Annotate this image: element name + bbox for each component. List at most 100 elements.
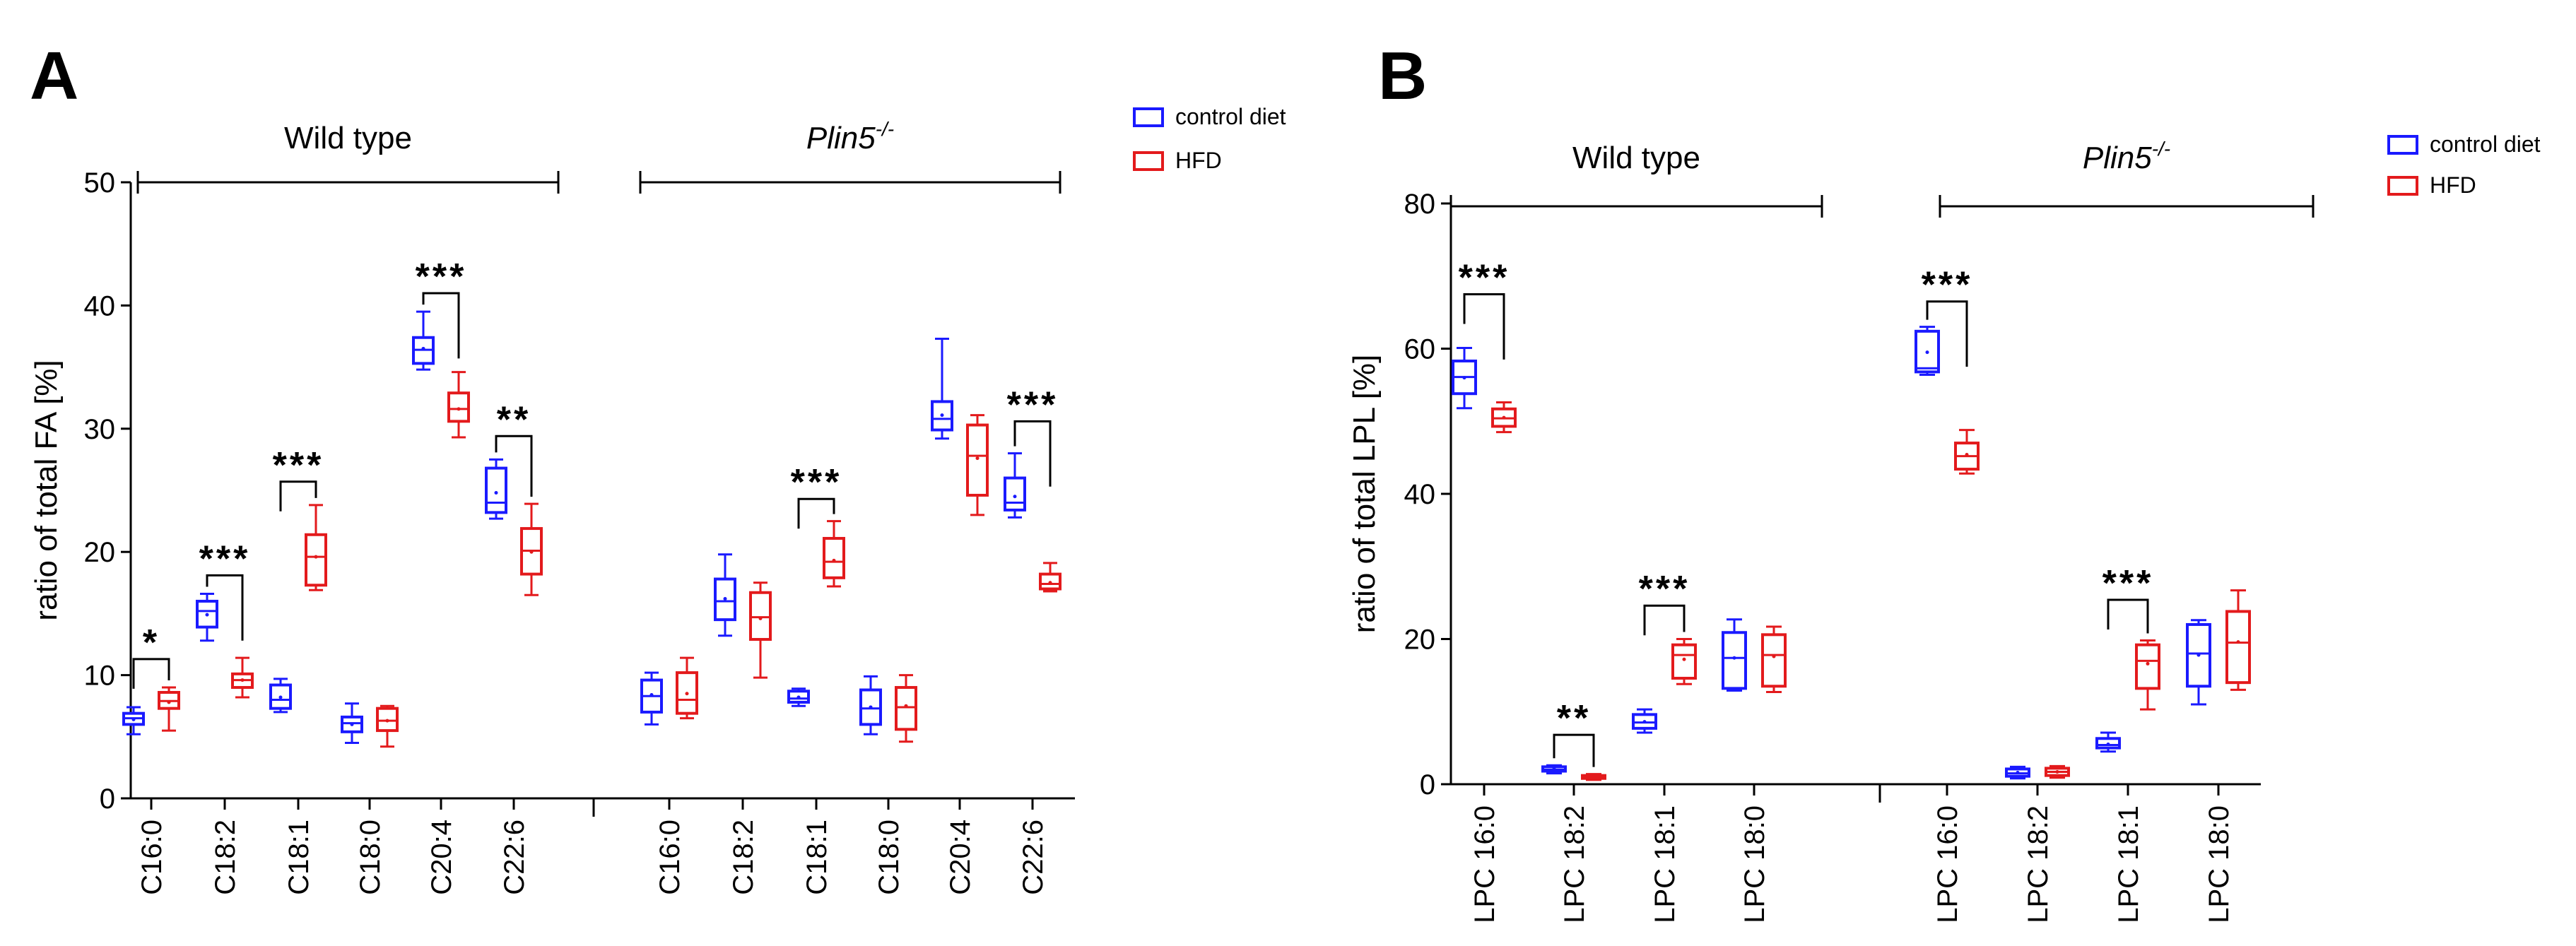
panel-a-hfd-box-mean xyxy=(385,719,389,723)
panel-a-control-box xyxy=(859,675,882,735)
panel-a-hfd-box-iqr xyxy=(305,533,327,587)
panel-b-y-tick-label: 20 xyxy=(1404,625,1436,656)
panel-b-significance-bracket xyxy=(1643,604,1686,636)
panel-a-hfd-box-mean xyxy=(1048,581,1052,585)
panel-a-x-tick-label: C20:4 xyxy=(426,820,457,895)
panel-b-control-box-mean xyxy=(1732,656,1736,660)
panel-a-x-tick-label: C22:6 xyxy=(1018,820,1049,895)
panel-b-x-tick-label: LPC 18:1 xyxy=(1649,805,1681,923)
panel-b-control-box xyxy=(1452,346,1477,410)
panel-a-hfd-box xyxy=(305,504,327,591)
panel-a-control-box-iqr xyxy=(269,683,292,710)
panel-a-control-box xyxy=(640,671,663,726)
panel-b-y-tick-label: 0 xyxy=(1420,769,1435,800)
panel-b-hfd-box-mean xyxy=(2146,661,2150,666)
panel-a-letter: A xyxy=(30,38,78,114)
panel-b-x-tick-label: LPC 18:0 xyxy=(1739,805,1770,923)
panel-b-control-box xyxy=(2095,731,2121,753)
panel-b-hfd-box-iqr xyxy=(1761,633,1787,688)
panel-a-control-box-mean xyxy=(1013,495,1017,499)
panel-a-group-label: Plin5-/- xyxy=(806,118,894,155)
panel-b-hfd-box xyxy=(1761,625,1787,694)
panel-a-legend-swatch xyxy=(1133,151,1164,171)
panel-a-hfd-box-mean xyxy=(685,692,689,696)
panel-b-group-label: Plin5-/- xyxy=(2083,138,2170,175)
panel-b-significance-label: *** xyxy=(1459,257,1510,298)
panel-a-control-box xyxy=(412,310,435,371)
panel-a-hfd-box-iqr xyxy=(895,686,917,731)
panel-a-control-box-mean xyxy=(940,413,944,418)
panel-b-hfd-box xyxy=(2225,589,2251,691)
panel-a-control-box xyxy=(341,702,363,745)
panel-a-significance-label: *** xyxy=(1007,384,1059,425)
panel-a-control-box xyxy=(787,687,810,707)
panel-a-control-box-iqr xyxy=(485,466,507,514)
panel-a-hfd-box xyxy=(749,581,772,679)
panel-a-control-box-mean xyxy=(421,346,425,350)
panel-b-y-axis-title: ratio of total LPL [%] xyxy=(1347,355,1382,634)
panel-a-hfd-box xyxy=(447,371,470,439)
panel-a-x-tick-label: C16:0 xyxy=(654,820,686,895)
panel-b-significance-bracket xyxy=(1553,733,1595,767)
panel-b-y-tick-label: 40 xyxy=(1404,479,1436,510)
panel-b-hfd-box-iqr xyxy=(2225,610,2251,685)
panel-a-legend-label: HFD xyxy=(1175,148,1222,173)
panel-a-hfd-box xyxy=(376,704,399,748)
panel-a-control-box-mean xyxy=(131,717,136,721)
panel-a-hfd-box-mean xyxy=(529,550,534,554)
panel-a-control-box xyxy=(714,553,736,637)
panel-a-x-tick-label: C16:0 xyxy=(136,820,167,895)
panel-a-control-box-mean xyxy=(649,693,654,697)
panel-a-significance-bracket xyxy=(206,574,244,641)
panel-a-significance-label: *** xyxy=(416,256,467,297)
panel-b-control-box-mean xyxy=(1462,376,1466,380)
panel-b-hfd-box-mean xyxy=(1592,775,1596,779)
panel-b-hfd-box-iqr xyxy=(2135,643,2160,690)
panel-a-x-tick-label: C18:1 xyxy=(283,820,314,895)
panel-a-y-tick-label: 10 xyxy=(84,661,116,692)
panel-a-hfd-box-iqr xyxy=(447,391,470,423)
panel-a-x-tick-label: C18:2 xyxy=(210,820,241,895)
panel-b-letter: B xyxy=(1378,38,1427,114)
panel-b-x-tick-label: LPC 18:0 xyxy=(2204,805,2235,923)
panel-a-hfd-box xyxy=(1039,562,1061,593)
panel-a-control-box xyxy=(485,458,507,520)
panel-a-hfd-box xyxy=(676,656,698,720)
panel-b-control-box-mean xyxy=(1925,350,1929,355)
panel-a-x-tick-label: C22:6 xyxy=(499,820,530,895)
panel-a-control-box-mean xyxy=(796,695,801,699)
panel-b-y-tick-label: 60 xyxy=(1404,334,1436,365)
panel-b-x-tick-label: LPC 16:0 xyxy=(1932,805,1963,923)
panel-a-control-box-mean xyxy=(205,613,209,617)
panel-b-group-label-text: Wild type xyxy=(1572,141,1700,175)
panel-a-group-label-text: Wild type xyxy=(284,121,412,155)
panel-b-x-tick-label: LPC 18:1 xyxy=(2113,805,2144,923)
panel-b-significance-label: ** xyxy=(1557,698,1591,739)
panel-a-x-tick-label: C18:0 xyxy=(874,820,905,895)
panel-b-hfd-box-mean xyxy=(2236,640,2240,644)
panel-b-x-tick-label: LPC 16:0 xyxy=(1469,805,1500,923)
panel-a-significance-label: ** xyxy=(497,399,531,440)
panel-a-control-box-iqr xyxy=(1004,476,1026,512)
panel-b-control-box xyxy=(1632,708,1657,734)
panel-a-y-tick-label: 0 xyxy=(100,784,115,815)
panel-a-hfd-box-mean xyxy=(832,558,836,562)
panel-b-hfd-box-mean xyxy=(1772,654,1776,658)
panel-a-significance-bracket xyxy=(422,292,460,359)
panel-a-group-label-text: Plin5 xyxy=(806,121,876,155)
panel-a-significance-bracket xyxy=(279,480,317,512)
panel-a-significance-label: *** xyxy=(791,462,842,503)
panel-b-hfd-box xyxy=(2135,639,2160,711)
panel-b-control-box-mean xyxy=(2196,653,2201,657)
panel-a-significance-label: *** xyxy=(199,538,251,579)
panel-b-control-box-mean xyxy=(1642,720,1647,724)
panel-a-x-tick-label: C20:4 xyxy=(945,820,976,895)
panel-b-hfd-box-iqr xyxy=(1671,643,1697,680)
panel-a-legend-label: control diet xyxy=(1175,104,1286,129)
panel-a-control-box-iqr xyxy=(196,599,218,629)
panel-a-legend-swatch xyxy=(1133,107,1164,127)
panel-a-hfd-box xyxy=(966,414,989,516)
panel-b-legend-label: HFD xyxy=(2430,172,2476,198)
panel-a-y-tick-label: 20 xyxy=(84,537,116,568)
